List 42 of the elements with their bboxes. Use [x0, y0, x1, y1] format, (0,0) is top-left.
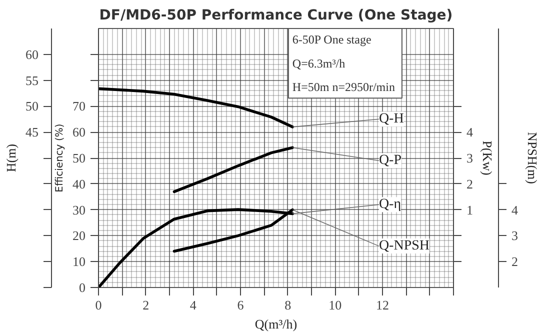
chart-title: DF/MD6-50P Performance Curve (One Stage) — [99, 8, 453, 24]
y-tick-label: 55 — [26, 72, 38, 88]
text: Q-NPSH — [378, 238, 430, 254]
x-tick-label: 2 — [142, 298, 150, 312]
annotation: H=50m n=2950r/min — [292, 80, 395, 94]
y-tick-label: 45 — [26, 124, 38, 140]
text: Q-H — [378, 112, 404, 127]
x-tick-label: 4 — [190, 298, 197, 312]
y2-axis-title: Efficiency (%) — [54, 124, 66, 192]
y2-tick-label: 40 — [72, 176, 86, 192]
y2-tick-label: 30 — [72, 202, 86, 218]
y2-tick-label: 70 — [72, 98, 86, 114]
y-tick-label: 4 — [512, 202, 518, 218]
line-series — [98, 87, 294, 128]
y3-tick-label: 3 — [466, 150, 473, 166]
y-axis-title: H(m) — [4, 144, 18, 172]
text: Q-η — [378, 197, 402, 212]
x-tick-label: 10 — [328, 298, 342, 312]
line-series — [172, 146, 294, 194]
annotation: Q=6.3m³/h — [292, 56, 346, 70]
y2-tick-label: 10 — [72, 254, 86, 270]
y-tick-label: 60 — [26, 46, 38, 62]
y2-tick-label: 60 — [72, 124, 86, 140]
y-tick-label: 2 — [512, 254, 518, 270]
y2-tick-label: 20 — [72, 228, 86, 244]
y-axis-title: NPSH(m) — [525, 132, 540, 184]
y2-tick-label: 0 — [79, 280, 86, 295]
annotation: 6-50P One stage — [292, 32, 372, 46]
y3-tick-label: 4 — [466, 124, 474, 140]
x-tick-label: 6 — [237, 298, 244, 312]
x-tick-label: 8 — [284, 298, 292, 312]
line-series — [98, 208, 294, 288]
y2-tick-label: 50 — [72, 150, 86, 166]
x-tick-label: 0 — [95, 298, 102, 312]
y-tick-label: 3 — [512, 228, 518, 244]
x-axis-title: Q(m³/h) — [254, 316, 298, 332]
y3-tick-label: 1 — [466, 202, 473, 218]
y-tick-label: 50 — [26, 98, 38, 114]
text: Q-P — [378, 153, 402, 168]
y3-tick-label: 2 — [466, 176, 473, 192]
y3-axis-title: P(Kw) — [480, 140, 495, 176]
x-tick-label: 12 — [376, 298, 389, 312]
